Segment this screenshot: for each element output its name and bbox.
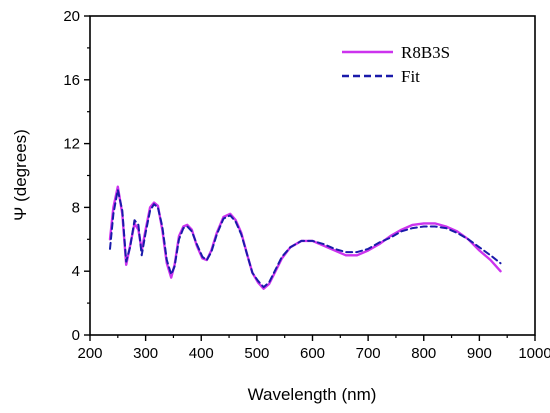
- y-tick-label: 4: [72, 263, 80, 280]
- legend: R8B3S Fit: [342, 43, 450, 86]
- series-line-r8b3s: [108, 185, 502, 290]
- y-tick-label: 16: [63, 72, 80, 89]
- legend-label-r8b3s: R8B3S: [401, 43, 450, 62]
- legend-label-fit: Fit: [401, 67, 420, 86]
- x-tick-label: 700: [356, 345, 381, 362]
- y-tick-label: 12: [63, 136, 80, 153]
- x-axis-title: Wavelength (nm): [248, 385, 377, 404]
- y-axis-title: Ψ (degrees): [11, 129, 30, 221]
- x-tick-label: 300: [133, 345, 158, 362]
- y-tick-label: 8: [72, 199, 80, 216]
- x-tick-label: 200: [77, 345, 102, 362]
- x-tick-label: 600: [300, 345, 325, 362]
- plot-frame: [89, 15, 536, 336]
- x-tick-label: 500: [244, 345, 269, 362]
- y-tick-label: 20: [63, 8, 80, 25]
- series-line-fit: [109, 188, 502, 289]
- y-tick-label: 0: [72, 327, 80, 344]
- x-tick-label: 1000: [518, 345, 550, 362]
- series-layer: [108, 185, 502, 290]
- y-axis: 0 4 8 12 16 20: [63, 8, 90, 344]
- x-tick-label: 400: [189, 345, 214, 362]
- x-axis: 200 300 400 500 600 700 800 900 1000: [77, 335, 550, 362]
- x-tick-label: 800: [411, 345, 436, 362]
- x-tick-label: 900: [467, 345, 492, 362]
